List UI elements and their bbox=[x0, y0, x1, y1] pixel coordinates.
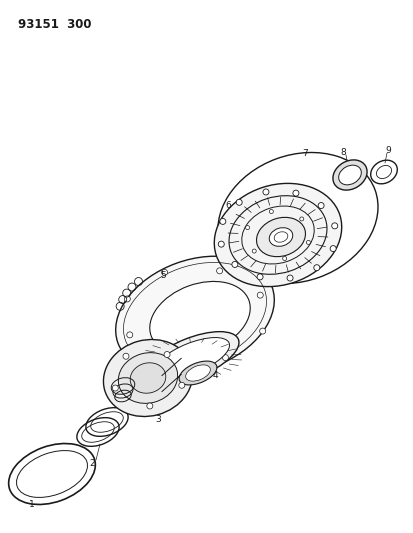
Circle shape bbox=[112, 385, 118, 391]
Circle shape bbox=[216, 268, 222, 274]
Ellipse shape bbox=[118, 353, 177, 403]
Ellipse shape bbox=[150, 281, 249, 354]
Circle shape bbox=[123, 353, 129, 359]
Circle shape bbox=[219, 219, 225, 224]
Ellipse shape bbox=[185, 365, 210, 381]
Text: 5: 5 bbox=[160, 271, 166, 279]
Ellipse shape bbox=[214, 183, 341, 287]
Circle shape bbox=[306, 240, 310, 245]
Text: 2: 2 bbox=[89, 458, 95, 467]
Circle shape bbox=[167, 356, 173, 362]
Ellipse shape bbox=[256, 217, 305, 257]
Circle shape bbox=[292, 190, 298, 196]
Circle shape bbox=[231, 262, 237, 268]
Ellipse shape bbox=[130, 363, 166, 393]
Circle shape bbox=[222, 354, 228, 361]
Text: 6: 6 bbox=[225, 200, 230, 209]
Circle shape bbox=[256, 274, 262, 280]
Circle shape bbox=[282, 256, 286, 261]
Text: 4: 4 bbox=[212, 370, 217, 379]
Ellipse shape bbox=[9, 443, 95, 504]
Text: 8: 8 bbox=[339, 148, 345, 157]
Ellipse shape bbox=[332, 160, 366, 190]
Circle shape bbox=[147, 403, 152, 409]
Circle shape bbox=[331, 223, 337, 229]
Circle shape bbox=[256, 292, 263, 298]
Circle shape bbox=[236, 199, 242, 205]
Circle shape bbox=[313, 265, 319, 271]
Text: 7: 7 bbox=[301, 149, 307, 157]
Ellipse shape bbox=[103, 340, 192, 416]
Circle shape bbox=[269, 209, 273, 214]
Text: 93151  300: 93151 300 bbox=[18, 18, 91, 31]
Circle shape bbox=[252, 249, 256, 253]
Circle shape bbox=[178, 382, 184, 388]
Circle shape bbox=[245, 225, 249, 230]
Circle shape bbox=[262, 189, 268, 195]
Ellipse shape bbox=[338, 165, 361, 185]
Circle shape bbox=[317, 203, 323, 208]
Circle shape bbox=[286, 275, 292, 281]
Circle shape bbox=[161, 269, 167, 276]
Circle shape bbox=[126, 332, 133, 338]
Ellipse shape bbox=[179, 361, 216, 385]
Ellipse shape bbox=[154, 337, 229, 378]
Circle shape bbox=[164, 352, 170, 358]
Circle shape bbox=[124, 296, 130, 302]
Circle shape bbox=[329, 246, 335, 252]
Text: 3: 3 bbox=[155, 416, 161, 424]
Circle shape bbox=[299, 217, 303, 221]
Ellipse shape bbox=[115, 256, 274, 374]
Text: 1: 1 bbox=[29, 500, 35, 510]
Ellipse shape bbox=[218, 152, 377, 284]
Ellipse shape bbox=[145, 332, 238, 384]
Ellipse shape bbox=[268, 228, 292, 246]
Circle shape bbox=[218, 241, 224, 247]
Circle shape bbox=[259, 328, 265, 334]
Text: 9: 9 bbox=[384, 146, 390, 155]
